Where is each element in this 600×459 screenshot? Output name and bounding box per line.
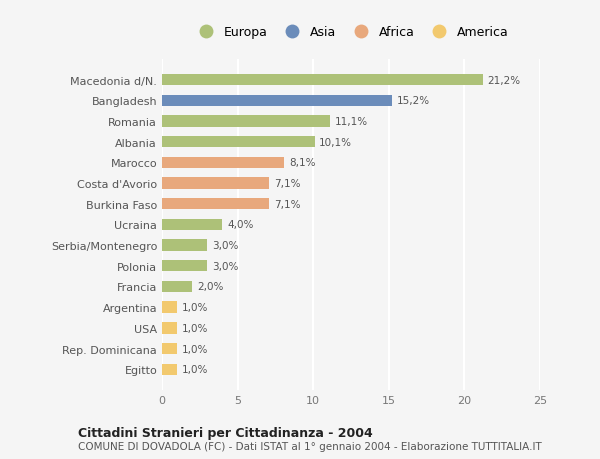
Bar [162,157,284,168]
Text: Cittadini Stranieri per Cittadinanza - 2004: Cittadini Stranieri per Cittadinanza - 2… [78,426,373,439]
Bar [162,178,269,189]
Bar [162,75,482,86]
Bar [162,323,177,334]
Bar [162,364,177,375]
Text: 10,1%: 10,1% [319,137,352,147]
Text: 1,0%: 1,0% [182,323,208,333]
Text: 3,0%: 3,0% [212,261,238,271]
Text: 1,0%: 1,0% [182,302,208,313]
Text: 11,1%: 11,1% [334,117,367,127]
Bar [162,116,330,127]
Text: 2,0%: 2,0% [197,282,223,292]
Legend: Europa, Asia, Africa, America: Europa, Asia, Africa, America [193,26,509,39]
Bar [162,199,269,210]
Bar [162,302,177,313]
Text: 1,0%: 1,0% [182,344,208,354]
Text: 21,2%: 21,2% [487,75,520,85]
Text: 15,2%: 15,2% [397,96,430,106]
Bar [162,261,208,272]
Bar [162,343,177,354]
Bar [162,281,192,292]
Text: 3,0%: 3,0% [212,241,238,251]
Bar [162,219,223,230]
Text: 7,1%: 7,1% [274,199,301,209]
Bar [162,137,315,148]
Text: 1,0%: 1,0% [182,364,208,375]
Text: 7,1%: 7,1% [274,179,301,189]
Text: 4,0%: 4,0% [227,220,253,230]
Text: 8,1%: 8,1% [289,158,316,168]
Bar [162,95,392,106]
Text: COMUNE DI DOVADOLA (FC) - Dati ISTAT al 1° gennaio 2004 - Elaborazione TUTTITALI: COMUNE DI DOVADOLA (FC) - Dati ISTAT al … [78,441,542,451]
Bar [162,240,208,251]
